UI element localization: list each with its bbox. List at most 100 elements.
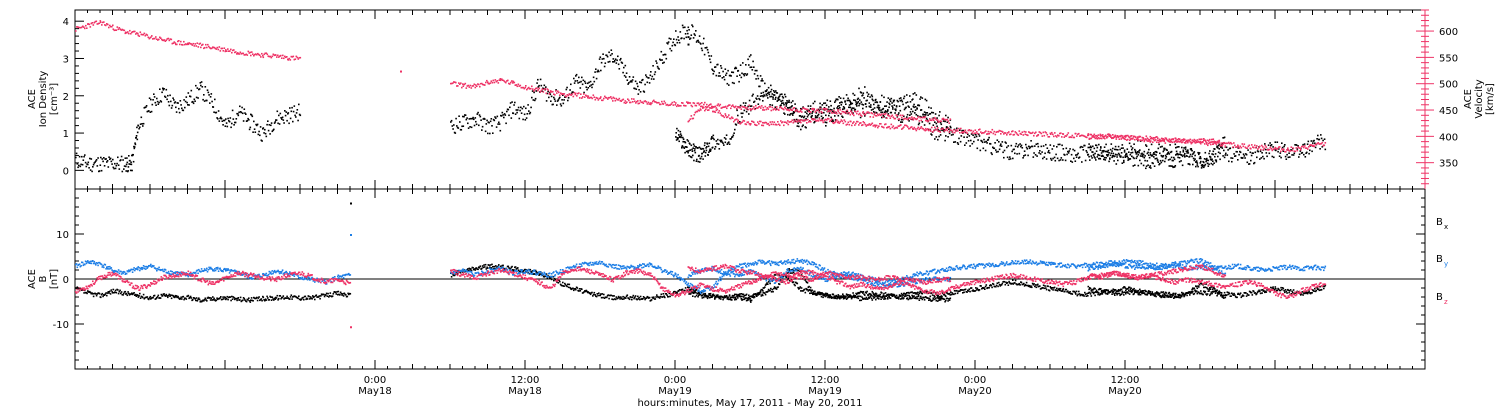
velocity-point [642,102,645,104]
density-point [737,114,739,117]
density-point [921,121,924,123]
density-point [1000,143,1002,145]
bx-point [753,296,756,298]
velocity-point [830,110,832,112]
velocity-point [81,26,83,29]
bx-point [234,298,236,301]
velocity-point [950,129,952,131]
bx-point [166,295,168,297]
velocity-point [571,93,574,95]
density-point [1247,149,1249,151]
velocity-point [169,38,172,40]
density-point [745,110,748,113]
velocity-point [533,90,535,92]
velocity-point [527,87,529,90]
density-point [712,137,714,140]
density-point [606,55,609,58]
velocity-point [1098,137,1101,140]
density-point [1102,151,1104,153]
velocity-point [745,107,748,110]
density-point [878,109,881,112]
bx-point [309,296,312,298]
density-point [650,78,653,80]
velocity-point [1045,132,1048,134]
velocity-point [514,84,517,86]
density-point [1073,149,1076,152]
velocity-point [1102,135,1104,138]
density-point [768,93,771,96]
velocity-point [1135,136,1137,138]
bx-point [313,296,315,298]
bx-point [189,296,191,299]
velocity-point [705,108,707,111]
bx-point [473,268,476,270]
density-point [910,108,913,110]
velocity-point [685,105,687,107]
velocity-point [848,112,851,114]
bx-point [106,292,109,294]
velocity-point [1262,148,1265,151]
density-point [213,111,215,113]
density-point [893,99,896,102]
density-point [1287,156,1290,159]
bx-point [727,296,729,298]
density-point [254,131,257,133]
density-point [1024,154,1027,156]
velocity-point [1133,135,1135,138]
velocity-point [1120,138,1123,140]
velocity-point [720,114,723,116]
density-point [755,78,757,80]
velocity-point [1211,138,1213,141]
density-point [675,38,678,41]
density-point [837,107,840,110]
density-point [1064,159,1067,162]
density-point [984,141,986,143]
density-point [521,107,524,110]
velocity-point [191,44,194,46]
density-point [462,125,465,127]
density-point [682,26,685,29]
velocity-point [715,107,718,109]
density-point [1278,148,1280,150]
density-point [148,110,150,112]
density-point [697,39,699,42]
density-point [839,97,842,99]
density-point [891,105,893,107]
density-point [116,162,118,165]
velocity-point [910,118,912,120]
velocity-point [826,108,828,110]
velocity-point [126,32,128,34]
density-point [1264,143,1266,145]
velocity-point [755,124,757,126]
density-point [524,119,527,121]
bx-point [767,290,769,293]
velocity-point [1102,134,1104,136]
density-point [785,105,788,107]
density-point [1229,147,1232,149]
bx-point [764,286,766,288]
velocity-point [1046,133,1049,136]
bx-point [739,293,741,295]
velocity-point [792,121,795,124]
density-point [692,154,694,157]
velocity-point [726,107,728,110]
bx-point [881,292,883,294]
velocity-point [1322,144,1325,147]
density-point [813,121,815,124]
density-point [554,100,557,102]
velocity-point [1079,135,1081,137]
velocity-point [804,108,806,110]
velocity-point [1107,135,1109,138]
density-point [753,66,755,68]
density-point [96,165,99,167]
velocity-point [1020,133,1023,135]
density-point [1266,155,1268,158]
velocity-point [1245,147,1248,149]
velocity-point [106,23,108,25]
density-point [1177,156,1179,159]
velocity-point [905,117,907,120]
density-point [204,86,207,88]
velocity-point [990,131,993,134]
velocity-point [813,108,816,110]
bx-point [225,297,228,300]
